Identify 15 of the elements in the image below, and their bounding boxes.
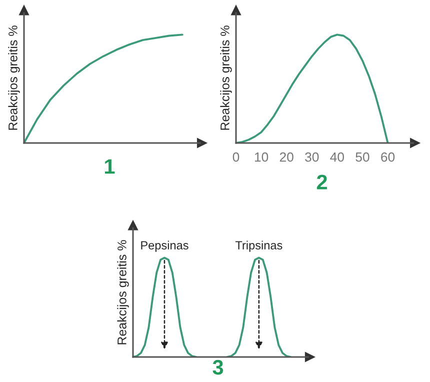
y-axis-title: Reakcijos greitis % xyxy=(8,26,20,130)
x-tick-label: 30 xyxy=(305,152,319,162)
x-tick-label: 10 xyxy=(254,152,268,162)
y-axis-title: Reakcijos greitis % xyxy=(117,240,129,344)
text: 3 xyxy=(212,360,224,375)
x-tick-label: 50 xyxy=(356,152,370,162)
text: 2 xyxy=(316,174,327,190)
x-tick-label: 40 xyxy=(330,152,344,162)
x-tick-label: 60 xyxy=(381,152,395,162)
x-tick-label: 0 xyxy=(232,152,240,162)
y-axis-title: Reakcijos greitis % xyxy=(220,26,232,130)
series-label: Tripsinas xyxy=(235,240,282,252)
series-label: Pepsinas xyxy=(141,240,188,252)
text: 1 xyxy=(105,159,115,174)
x-tick-label: 20 xyxy=(280,152,294,162)
